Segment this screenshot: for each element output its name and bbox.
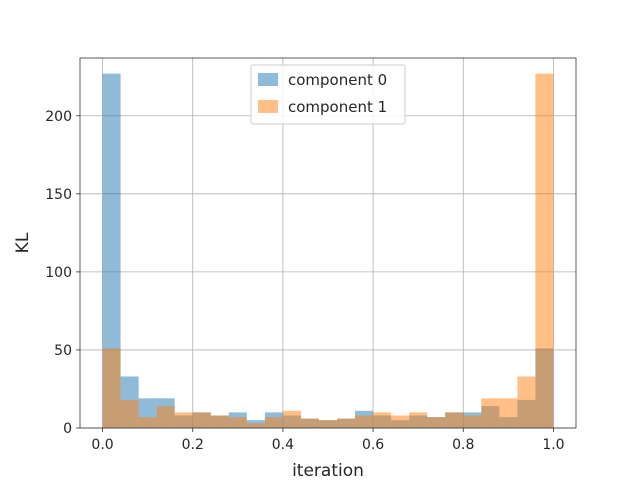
bar-component-1 bbox=[156, 406, 175, 428]
bar-component-1 bbox=[337, 418, 356, 428]
series-component-1-bars bbox=[102, 73, 554, 428]
y-axis-ticks: 0 50 100 150 200 bbox=[45, 109, 80, 437]
bar-component-1 bbox=[445, 412, 464, 428]
y-tick-label: 50 bbox=[54, 343, 72, 359]
legend-swatch-component-0 bbox=[258, 73, 278, 86]
bar-component-1 bbox=[481, 398, 500, 428]
bar-component-1 bbox=[282, 410, 301, 428]
legend-box bbox=[250, 64, 406, 125]
x-axis-label: iteration bbox=[292, 461, 364, 480]
legend: component 0 component 1 bbox=[250, 64, 406, 125]
bar-component-1 bbox=[391, 415, 410, 428]
y-axis-label: KL bbox=[13, 232, 33, 253]
bar-component-1 bbox=[264, 417, 283, 428]
bar-component-1 bbox=[409, 412, 428, 428]
bar-component-1 bbox=[102, 348, 121, 428]
bar-component-1 bbox=[463, 415, 482, 428]
x-tick-label: 0.6 bbox=[362, 437, 384, 453]
bar-component-1 bbox=[210, 415, 229, 428]
y-tick-label: 0 bbox=[63, 421, 72, 437]
x-axis-ticks: 0.0 0.2 0.4 0.6 0.8 1.0 bbox=[91, 428, 565, 453]
bar-component-1 bbox=[192, 412, 211, 428]
legend-label-component-0: component 0 bbox=[288, 71, 387, 89]
bar-component-1 bbox=[120, 399, 139, 428]
y-tick-label: 150 bbox=[45, 187, 72, 203]
x-tick-label: 1.0 bbox=[542, 437, 564, 453]
bar-component-1 bbox=[138, 417, 157, 428]
x-tick-label: 0.8 bbox=[452, 437, 474, 453]
bar-component-1 bbox=[318, 420, 338, 428]
bar-component-1 bbox=[228, 417, 247, 428]
bar-component-1 bbox=[535, 73, 554, 428]
legend-label-component-1: component 1 bbox=[288, 98, 387, 116]
y-tick-label: 200 bbox=[45, 109, 72, 125]
bar-component-1 bbox=[427, 417, 446, 428]
bar-component-1 bbox=[517, 376, 536, 428]
bar-component-1 bbox=[174, 412, 193, 428]
x-tick-label: 0.4 bbox=[272, 437, 294, 453]
x-tick-label: 0.2 bbox=[182, 437, 204, 453]
bar-component-1 bbox=[355, 415, 374, 428]
bar-component-0 bbox=[102, 73, 121, 428]
plot-frame bbox=[79, 57, 577, 429]
x-tick-label: 0.0 bbox=[91, 437, 113, 453]
bar-component-1 bbox=[246, 423, 265, 428]
legend-swatch-component-1 bbox=[258, 100, 278, 113]
bar-component-1 bbox=[300, 418, 319, 428]
bar-component-1 bbox=[373, 412, 392, 428]
bar-component-1 bbox=[499, 398, 518, 428]
y-tick-label: 100 bbox=[45, 265, 72, 281]
